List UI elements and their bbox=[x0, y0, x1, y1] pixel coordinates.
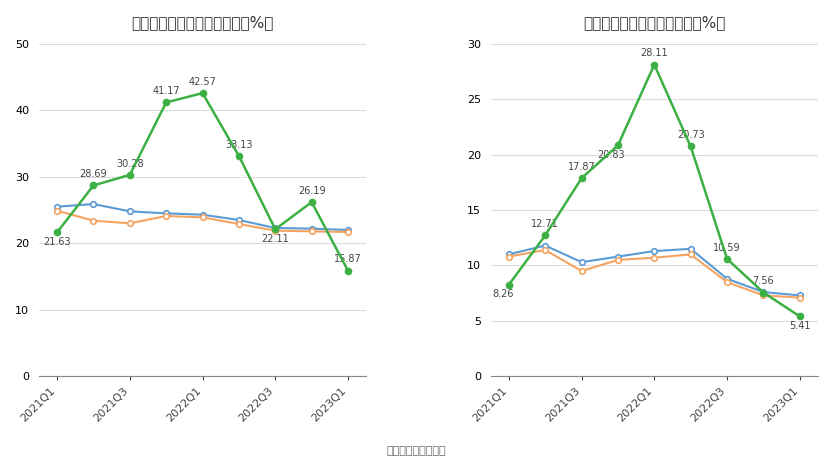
Text: 7.56: 7.56 bbox=[753, 276, 774, 286]
Text: 8.26: 8.26 bbox=[492, 289, 514, 299]
Text: 21.63: 21.63 bbox=[43, 237, 71, 247]
Text: 17.87: 17.87 bbox=[567, 162, 596, 172]
Text: 33.13: 33.13 bbox=[225, 140, 252, 150]
Text: 20.73: 20.73 bbox=[676, 130, 705, 140]
Text: 22.11: 22.11 bbox=[262, 234, 289, 244]
Text: 5.41: 5.41 bbox=[789, 321, 811, 331]
Text: 28.69: 28.69 bbox=[80, 169, 107, 179]
Text: 10.59: 10.59 bbox=[713, 243, 741, 252]
Text: 数据来源：恒生聚源: 数据来源：恒生聚源 bbox=[387, 447, 446, 456]
Text: 20.83: 20.83 bbox=[597, 150, 625, 160]
Title: 多氟多季度净利率变化情况（%）: 多氟多季度净利率变化情况（%） bbox=[583, 15, 726, 30]
Text: 15.87: 15.87 bbox=[334, 254, 362, 264]
Text: 30.28: 30.28 bbox=[116, 158, 143, 168]
Text: 42.57: 42.57 bbox=[188, 77, 217, 87]
Text: 28.11: 28.11 bbox=[641, 48, 668, 58]
Text: 12.71: 12.71 bbox=[531, 219, 559, 229]
Text: 41.17: 41.17 bbox=[152, 86, 180, 96]
Text: 26.19: 26.19 bbox=[298, 186, 326, 196]
Title: 多氟多季度毛利率变化情况（%）: 多氟多季度毛利率变化情况（%） bbox=[132, 15, 274, 30]
